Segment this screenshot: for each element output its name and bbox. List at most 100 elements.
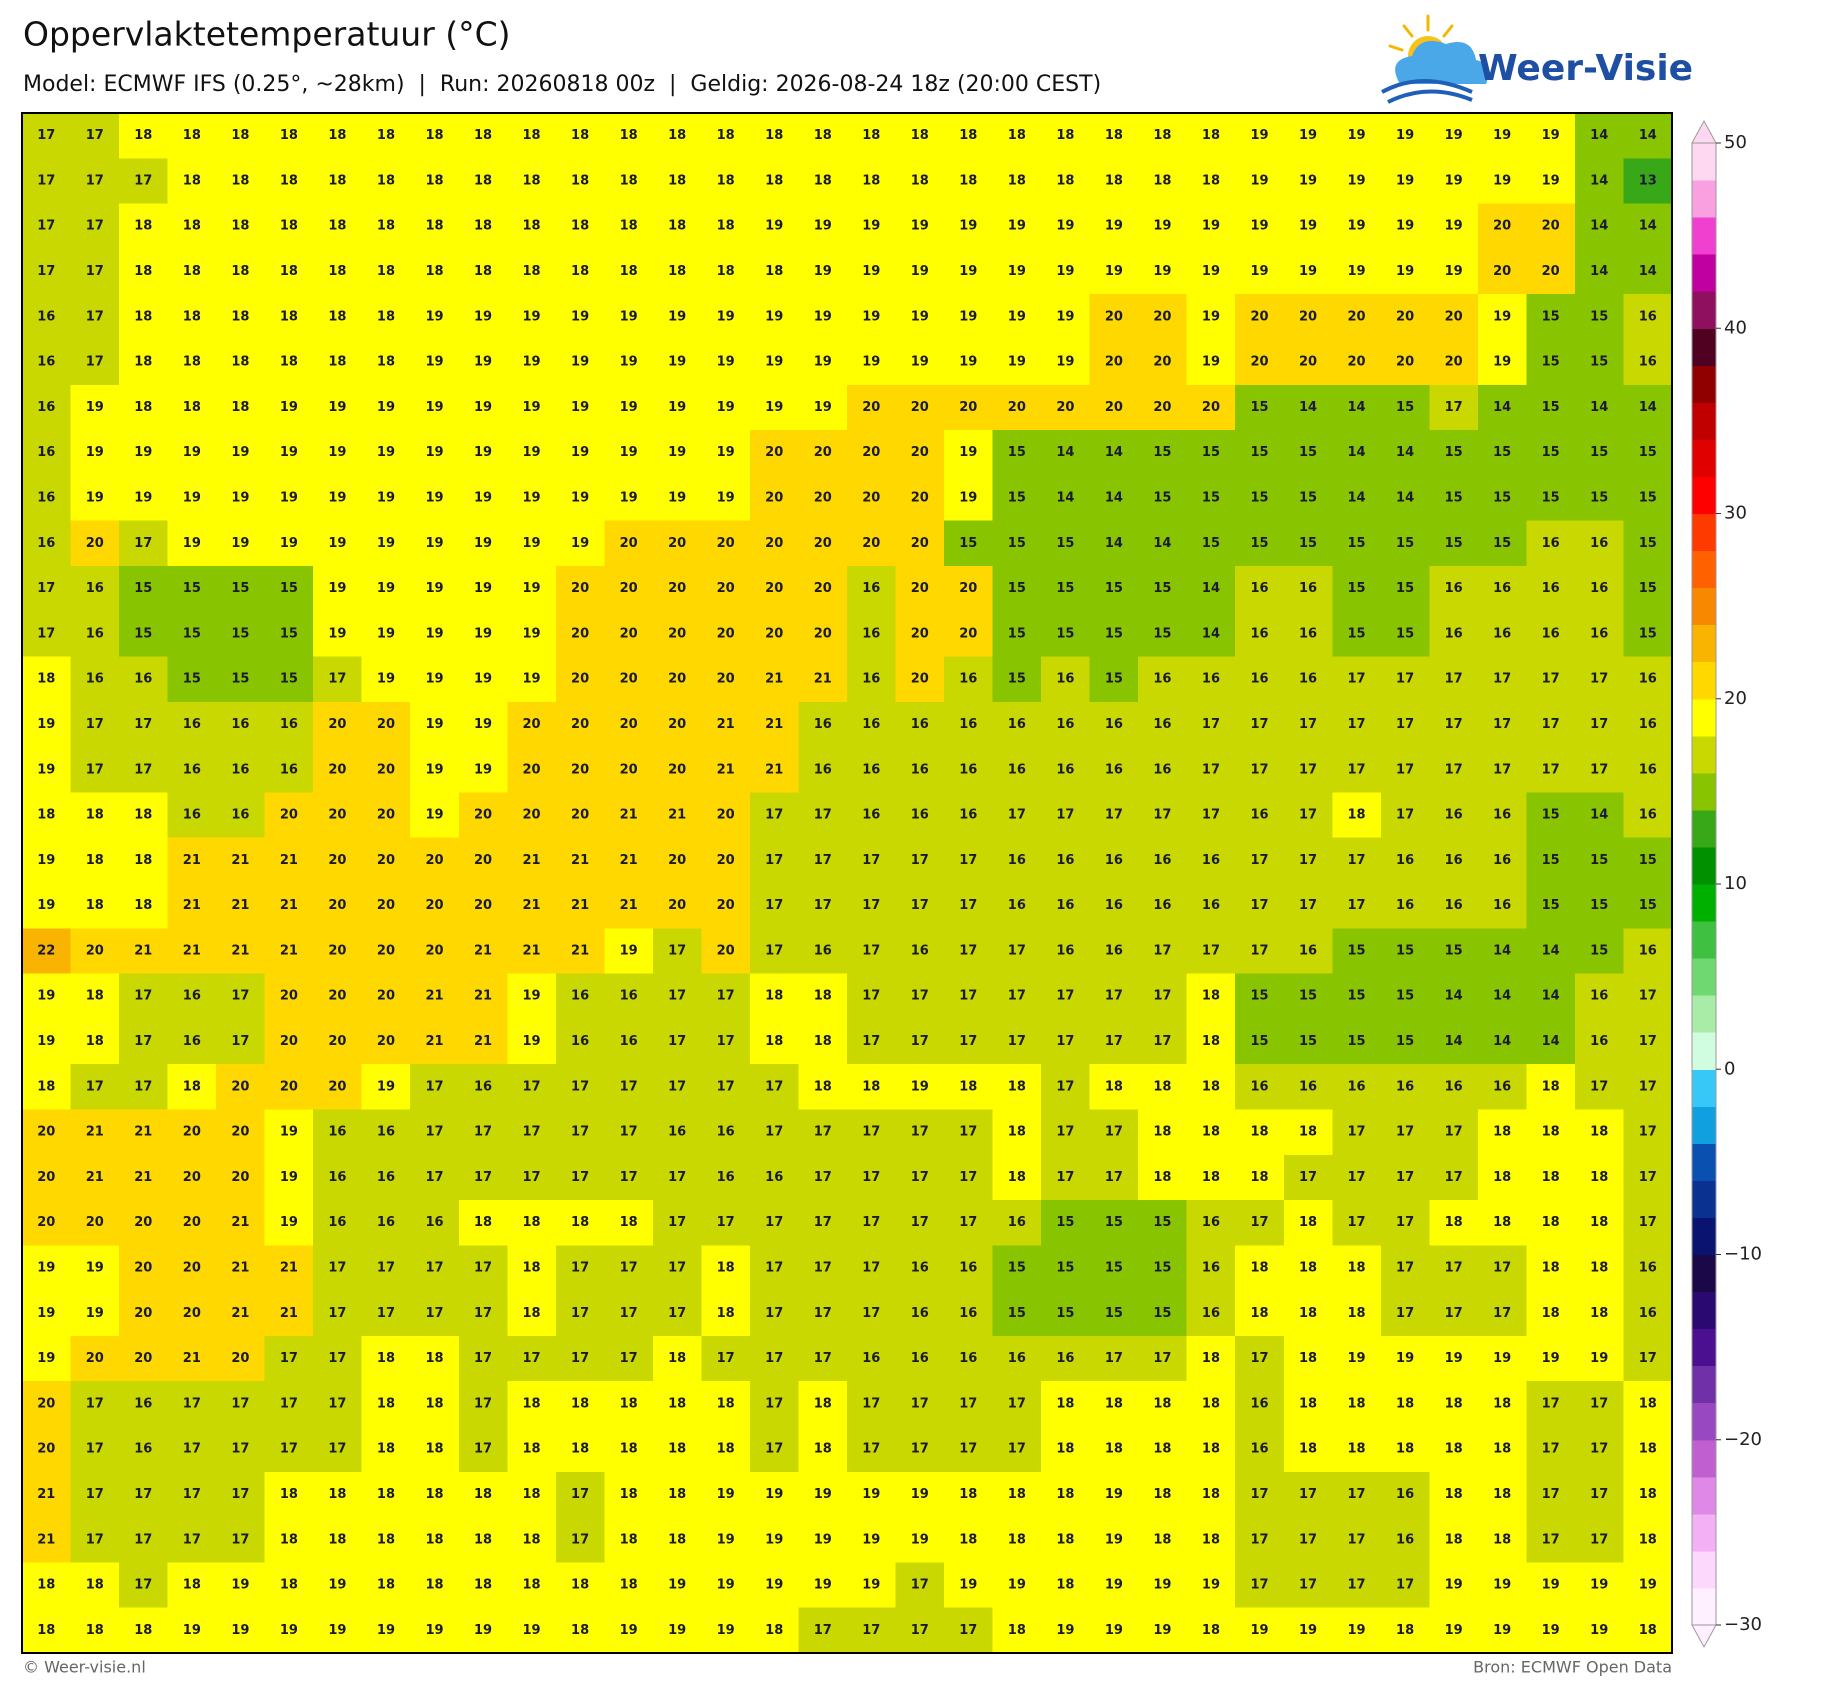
temperature-cell xyxy=(313,158,363,205)
temperature-label: 16 xyxy=(1639,1306,1657,1321)
temperature-label: 19 xyxy=(523,1034,541,1049)
temperature-label: 18 xyxy=(1542,1079,1560,1094)
temperature-cell xyxy=(1380,339,1430,386)
temperature-cell xyxy=(1283,1381,1333,1428)
temperature-label: 15 xyxy=(1250,400,1268,415)
temperature-label: 21 xyxy=(86,1125,104,1140)
temperature-label: 16 xyxy=(1396,1532,1414,1547)
temperature-label: 19 xyxy=(862,309,880,324)
temperature-label: 16 xyxy=(86,672,104,687)
temperature-label: 15 xyxy=(183,581,201,596)
temperature-label: 19 xyxy=(1445,219,1463,234)
temperature-cell xyxy=(22,1471,72,1518)
temperature-cell xyxy=(70,792,120,839)
temperature-label: 20 xyxy=(377,762,395,777)
temperature-cell xyxy=(1283,656,1333,703)
temperature-label: 19 xyxy=(765,400,783,415)
temperature-label: 17 xyxy=(911,1125,929,1140)
temperature-cell xyxy=(167,1245,217,1292)
temperature-cell xyxy=(1235,883,1285,929)
temperature-cell xyxy=(701,565,751,612)
temperature-cell xyxy=(604,747,654,794)
temperature-label: 16 xyxy=(1250,581,1268,596)
temperature-label: 17 xyxy=(1542,1532,1560,1547)
temperature-label: 15 xyxy=(1542,853,1560,868)
temperature-label: 17 xyxy=(571,1532,589,1547)
temperature-cell xyxy=(313,294,363,341)
temperature-cell xyxy=(1332,1426,1382,1473)
temperature-label: 15 xyxy=(1542,400,1560,415)
temperature-cell xyxy=(1623,883,1673,929)
temperature-label: 18 xyxy=(668,1396,686,1411)
temperature-cell xyxy=(119,792,169,839)
temperature-cell xyxy=(1574,475,1625,522)
temperature-cell xyxy=(458,1471,508,1518)
temperature-label: 15 xyxy=(1590,309,1608,324)
temperature-label: 16 xyxy=(377,1215,395,1230)
temperature-cell xyxy=(22,611,72,658)
temperature-cell xyxy=(216,294,266,341)
temperature-label: 21 xyxy=(231,898,249,913)
temperature-label: 18 xyxy=(280,128,298,143)
temperature-label: 21 xyxy=(523,898,541,913)
temperature-label: 18 xyxy=(37,672,55,687)
temperature-label: 16 xyxy=(911,943,929,958)
temperature-cell xyxy=(1186,520,1236,567)
temperature-cell xyxy=(895,1154,945,1201)
temperature-label: 15 xyxy=(1542,355,1560,370)
temperature-cell xyxy=(1138,701,1188,748)
temperature-label: 17 xyxy=(862,1215,880,1230)
temperature-cell xyxy=(1429,973,1479,1020)
temperature-label: 20 xyxy=(814,626,832,641)
temperature-cell xyxy=(749,475,800,522)
temperature-label: 17 xyxy=(814,1170,832,1185)
temperature-cell xyxy=(1526,1607,1576,1654)
temperature-cell xyxy=(1332,1200,1382,1246)
temperature-cell xyxy=(1089,701,1139,748)
temperature-label: 17 xyxy=(1056,989,1074,1004)
temperature-label: 16 xyxy=(862,581,880,596)
temperature-cell xyxy=(604,656,654,703)
temperature-label: 18 xyxy=(183,264,201,279)
colorbar-bin xyxy=(1692,476,1716,514)
temperature-cell xyxy=(798,656,848,703)
temperature-cell xyxy=(361,565,411,612)
temperature-label: 18 xyxy=(134,400,152,415)
temperature-label: 16 xyxy=(1250,626,1268,641)
temperature-cell xyxy=(1332,475,1382,522)
temperature-cell xyxy=(119,1335,169,1382)
temperature-label: 17 xyxy=(765,1125,783,1140)
temperature-label: 16 xyxy=(911,808,929,823)
temperature-label: 17 xyxy=(86,1487,104,1502)
temperature-cell xyxy=(798,1607,848,1654)
temperature-cell xyxy=(749,1109,800,1156)
temperature-cell xyxy=(701,339,751,386)
temperature-label: 17 xyxy=(1590,1532,1608,1547)
temperature-cell xyxy=(1041,475,1091,522)
temperature-label: 16 xyxy=(1056,762,1074,777)
temperature-cell xyxy=(458,248,508,295)
temperature-cell xyxy=(992,701,1042,748)
temperature-cell xyxy=(1574,1245,1625,1292)
temperature-label: 21 xyxy=(474,1034,492,1049)
temperature-label: 14 xyxy=(1202,626,1220,641)
temperature-cell xyxy=(701,1335,751,1382)
temperature-cell xyxy=(167,1517,217,1564)
temperature-cell xyxy=(410,430,460,476)
temperature-label: 21 xyxy=(717,717,735,732)
temperature-label: 16 xyxy=(1445,581,1463,596)
temperature-cell xyxy=(1380,1562,1430,1609)
temperature-cell xyxy=(1574,113,1625,159)
temperature-cell xyxy=(313,1607,363,1654)
temperature-cell xyxy=(507,1245,557,1292)
colorbar-bin xyxy=(1692,846,1716,885)
temperature-cell xyxy=(1041,656,1091,703)
temperature-cell xyxy=(1138,565,1188,612)
temperature-label: 20 xyxy=(425,853,443,868)
temperature-label: 17 xyxy=(1590,1396,1608,1411)
temperature-cell xyxy=(1623,1562,1673,1609)
temperature-label: 18 xyxy=(377,1487,395,1502)
temperature-cell xyxy=(944,1517,994,1564)
temperature-label: 17 xyxy=(1153,1351,1171,1366)
temperature-label: 19 xyxy=(474,672,492,687)
